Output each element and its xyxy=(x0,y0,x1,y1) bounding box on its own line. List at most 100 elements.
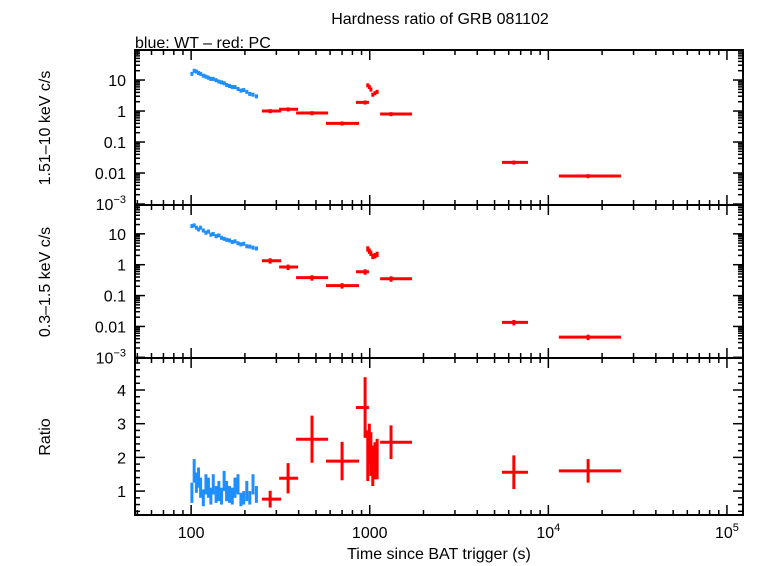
data-point xyxy=(254,486,258,503)
data-point xyxy=(355,269,369,275)
data-point xyxy=(501,455,528,490)
data-point xyxy=(228,486,232,503)
data-point xyxy=(199,71,203,76)
data-point xyxy=(296,111,329,116)
panel-middle: 10 1 0.1 0.01 10−3 xyxy=(95,204,744,367)
data-point xyxy=(369,87,373,92)
y-tick-label-exponent: −3 xyxy=(113,194,126,206)
y-tick-label: 0.1 xyxy=(104,135,126,152)
data-point xyxy=(217,480,221,502)
data-point xyxy=(190,482,194,503)
data-point xyxy=(225,82,229,88)
data-point xyxy=(239,88,243,93)
data-point xyxy=(279,264,299,271)
chart-subtitle: blue: WT – red: PC xyxy=(135,35,271,52)
x-tick-label: 1000 xyxy=(352,525,388,542)
data-point xyxy=(325,283,360,289)
y-tick-label: 10−3 xyxy=(96,347,126,367)
data-point xyxy=(248,91,252,96)
data-point xyxy=(206,75,210,80)
data-point xyxy=(201,489,205,507)
data-point xyxy=(367,85,371,90)
panel-frame xyxy=(134,204,744,359)
panel-frame xyxy=(134,357,744,516)
data-point xyxy=(230,85,234,90)
y-tick-label: 1 xyxy=(117,104,126,121)
data-point xyxy=(214,234,218,239)
data-point xyxy=(296,415,329,463)
data-point xyxy=(380,276,413,282)
data-point xyxy=(233,477,237,498)
data-point xyxy=(380,112,413,117)
x-tick-label-exponent: 5 xyxy=(733,522,739,534)
data-point xyxy=(225,237,229,242)
data-point xyxy=(209,76,213,81)
data-point xyxy=(254,94,258,99)
data-point xyxy=(217,79,221,84)
data-point xyxy=(501,160,528,165)
data-point xyxy=(279,107,299,112)
y-axis-label-bottom: Ratio xyxy=(37,418,54,455)
data-point xyxy=(501,319,528,326)
y-axis-label-middle: 0.3–1.5 keV c/s xyxy=(37,227,54,337)
data-point xyxy=(251,92,255,97)
chart-title: Hardness ratio of GRB 081102 xyxy=(331,11,549,28)
data-point xyxy=(206,229,210,234)
data-point xyxy=(375,89,379,94)
data-point xyxy=(236,474,240,495)
data-point xyxy=(204,230,208,235)
data-point xyxy=(222,470,226,492)
panel-frame xyxy=(134,49,744,206)
x-tick-label-exponent: 4 xyxy=(554,522,560,534)
data-point xyxy=(261,258,282,264)
data-point xyxy=(236,241,240,246)
data-point xyxy=(261,490,282,508)
series-wt xyxy=(190,223,258,251)
data-point xyxy=(375,438,379,480)
data-point xyxy=(373,91,377,96)
data-point xyxy=(209,487,213,505)
data-point xyxy=(233,239,237,244)
y-tick-label-exponent: −3 xyxy=(113,347,126,359)
data-point xyxy=(220,487,224,505)
panel-bottom: 1 2 3 4 100 1000 104 105 xyxy=(117,357,744,542)
panel-top: 10 1 0.1 0.01 10−3 xyxy=(95,49,744,214)
data-point xyxy=(251,245,255,250)
data-point xyxy=(204,74,208,79)
y-axis-label-top: 1.51–10 keV c/s xyxy=(37,71,54,186)
data-point xyxy=(211,231,215,237)
data-point xyxy=(220,80,224,85)
y-tick-label: 10 xyxy=(108,227,126,244)
data-point xyxy=(217,233,221,238)
data-point xyxy=(222,236,226,241)
data-point xyxy=(228,238,232,243)
data-point xyxy=(296,275,329,281)
data-point xyxy=(214,78,218,83)
data-point xyxy=(375,251,379,258)
data-point xyxy=(242,241,246,246)
data-point xyxy=(261,109,282,114)
data-point xyxy=(222,81,226,86)
data-point xyxy=(371,445,375,487)
y-tick-label: 10−3 xyxy=(96,194,126,214)
data-point xyxy=(242,491,246,505)
data-point xyxy=(192,223,196,228)
data-point xyxy=(380,425,413,460)
data-point xyxy=(369,250,373,256)
x-tick-label: 104 xyxy=(536,522,560,542)
data-point xyxy=(245,480,249,502)
series-pc xyxy=(261,83,621,179)
data-point xyxy=(190,224,194,229)
data-point xyxy=(355,100,369,105)
y-tick-label: 4 xyxy=(117,383,126,400)
y-tick-label: 0.01 xyxy=(95,319,126,336)
data-point xyxy=(201,228,205,233)
data-point xyxy=(211,474,215,495)
data-point xyxy=(254,246,258,251)
data-point xyxy=(279,463,299,494)
data-point xyxy=(558,174,621,179)
data-point xyxy=(192,459,196,483)
data-point xyxy=(558,334,621,341)
data-point xyxy=(236,86,240,92)
data-point xyxy=(230,487,234,505)
